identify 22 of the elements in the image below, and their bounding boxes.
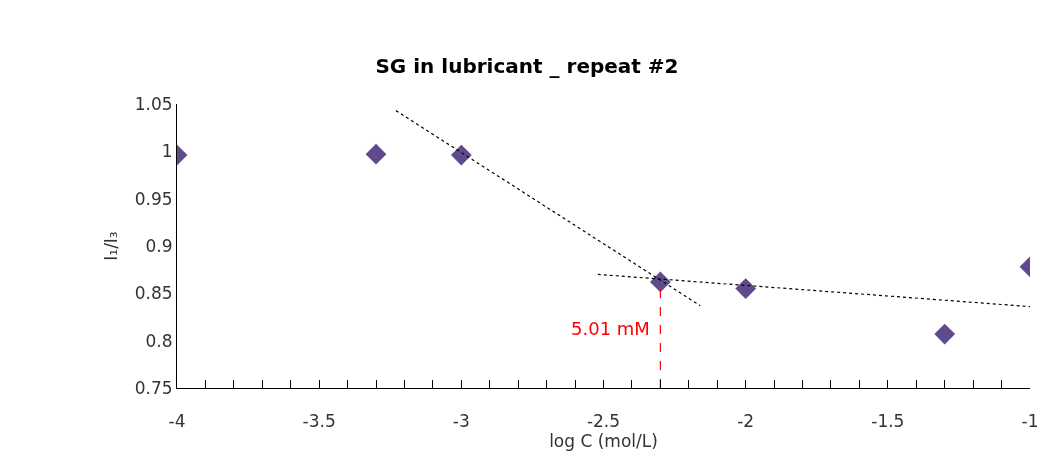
x-tick-label: -3	[452, 411, 470, 432]
point	[735, 278, 757, 299]
y-tick-label: 1	[161, 141, 173, 162]
annotation: 5.01 mM	[571, 318, 650, 339]
y-tick-label: 0.75	[134, 377, 173, 398]
y-tick-label: 1.05	[134, 93, 173, 114]
x-tick-label: -4	[168, 411, 186, 432]
y-tick-label: 0.9	[145, 235, 173, 256]
x-axis-title: log C (mol/L)	[549, 431, 658, 452]
point	[365, 143, 387, 165]
y-axis-title: I₁/I₃	[101, 231, 122, 261]
y-tick-label: 0.95	[134, 188, 173, 209]
chart-title: SG in lubricant _ repeat #2	[375, 54, 679, 79]
x-tick-label: -2	[737, 411, 755, 432]
point	[934, 323, 956, 345]
x-tick-label: -1	[1021, 411, 1039, 432]
x-tick-label: -3.5	[302, 411, 336, 432]
x-tick-label: -1.5	[871, 411, 905, 432]
point	[450, 144, 472, 166]
y-tick-label: 0.8	[145, 330, 173, 351]
y-tick-label: 0.85	[134, 283, 173, 304]
x-tick-label: -2.5	[586, 411, 621, 432]
